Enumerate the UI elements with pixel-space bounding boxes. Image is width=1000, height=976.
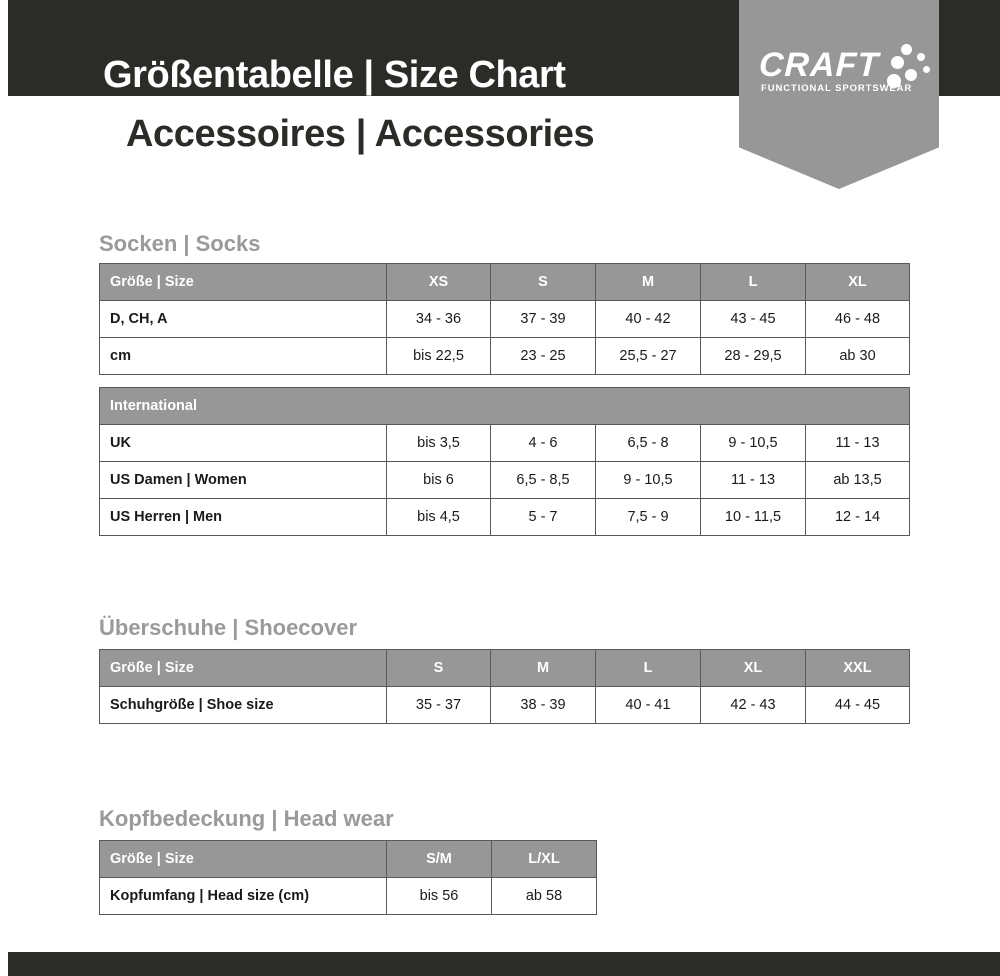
column-header-xxl: XXL — [805, 649, 910, 687]
page-title: Größentabelle | Size Chart — [103, 54, 566, 96]
cell-value: 46 - 48 — [805, 300, 910, 338]
table-row: D, CH, A 34 - 36 37 - 39 40 - 42 43 - 45… — [99, 300, 910, 338]
table-header-row: Größe | Size S M L XL XXL — [99, 649, 910, 687]
cell-value: bis 56 — [386, 877, 492, 915]
cell-value: bis 6 — [386, 461, 491, 499]
row-label: Kopfumfang | Head size (cm) — [99, 877, 387, 915]
table-header-row: Größe | Size XS S M L XL — [99, 263, 910, 301]
column-header-sm: S/M — [386, 840, 492, 878]
table-row: Schuhgröße | Shoe size 35 - 37 38 - 39 4… — [99, 686, 910, 724]
column-header-m: M — [490, 649, 596, 687]
column-header-lxl: L/XL — [491, 840, 597, 878]
cell-value: 40 - 41 — [595, 686, 701, 724]
cell-value: bis 22,5 — [386, 337, 491, 375]
column-header-s: S — [386, 649, 491, 687]
column-header-xl: XL — [700, 649, 806, 687]
cell-value: 25,5 - 27 — [595, 337, 701, 375]
cell-value: ab 58 — [491, 877, 597, 915]
cell-value: 11 - 13 — [804, 424, 911, 462]
cell-value: 5 - 7 — [490, 498, 596, 536]
cell-value: bis 3,5 — [386, 424, 491, 462]
craft-logo-banner: CRAFT FUNCTIONAL SPORTSWEAR — [739, 0, 939, 189]
cell-value: 38 - 39 — [490, 686, 596, 724]
cell-value: ab 30 — [805, 337, 910, 375]
cell-value: bis 4,5 — [386, 498, 491, 536]
cell-value: 28 - 29,5 — [700, 337, 806, 375]
cell-value: 37 - 39 — [490, 300, 596, 338]
table-row: US Herren | Men bis 4,5 5 - 7 7,5 - 9 10… — [99, 498, 911, 536]
section-heading-shoecover: Überschuhe | Shoecover — [99, 615, 358, 640]
row-label: US Herren | Men — [99, 498, 387, 536]
cell-value: 10 - 11,5 — [700, 498, 806, 536]
row-label: US Damen | Women — [99, 461, 387, 499]
table-socks-primary: Größe | Size XS S M L XL D, CH, A 34 - 3… — [99, 263, 910, 375]
cell-value: 6,5 - 8 — [595, 424, 701, 462]
cell-value: 42 - 43 — [700, 686, 806, 724]
cell-value: 34 - 36 — [386, 300, 491, 338]
cell-value: 9 - 10,5 — [595, 461, 701, 499]
table-row: US Damen | Women bis 6 6,5 - 8,5 9 - 10,… — [99, 461, 911, 499]
cell-value: 43 - 45 — [700, 300, 806, 338]
table-shoecover: Größe | Size S M L XL XXL Schuhgröße | S… — [99, 649, 910, 724]
row-label: cm — [99, 337, 387, 375]
table-row: cm bis 22,5 23 - 25 25,5 - 27 28 - 29,5 … — [99, 337, 910, 375]
cell-value: ab 13,5 — [804, 461, 911, 499]
cell-value: 40 - 42 — [595, 300, 701, 338]
table-row: UK bis 3,5 4 - 6 6,5 - 8 9 - 10,5 11 - 1… — [99, 424, 911, 462]
craft-dots-icon — [887, 44, 933, 92]
section-heading-headwear: Kopfbedeckung | Head wear — [99, 806, 394, 831]
column-header-s: S — [490, 263, 596, 301]
column-header-xl: XL — [805, 263, 910, 301]
cell-value: 44 - 45 — [805, 686, 910, 724]
cell-value: 7,5 - 9 — [595, 498, 701, 536]
row-label: D, CH, A — [99, 300, 387, 338]
cell-value: 35 - 37 — [386, 686, 491, 724]
footer-dark-band — [8, 952, 1000, 976]
column-header-xs: XS — [386, 263, 491, 301]
cell-value: 12 - 14 — [804, 498, 911, 536]
table-row: Kopfumfang | Head size (cm) bis 56 ab 58 — [99, 877, 597, 915]
column-header-l: L — [595, 649, 701, 687]
column-header-size-label: Größe | Size — [99, 263, 387, 301]
table-socks-international: International UK bis 3,5 4 - 6 6,5 - 8 9… — [98, 387, 911, 536]
table-headwear: Größe | Size S/M L/XL Kopfumfang | Head … — [99, 840, 597, 915]
craft-tagline: FUNCTIONAL SPORTSWEAR — [761, 83, 913, 94]
row-label: Schuhgröße | Shoe size — [99, 686, 387, 724]
column-header-l: L — [700, 263, 806, 301]
row-label: UK — [99, 424, 387, 462]
column-header-size-label: Größe | Size — [99, 840, 387, 878]
page-subtitle: Accessoires | Accessories — [126, 113, 595, 155]
cell-value: 9 - 10,5 — [700, 424, 806, 462]
cell-value: 4 - 6 — [490, 424, 596, 462]
table-band-row-international: International — [98, 387, 911, 425]
band-label-international: International — [98, 387, 911, 425]
column-header-m: M — [595, 263, 701, 301]
craft-wordmark: CRAFT — [758, 46, 880, 84]
section-heading-socks: Socken | Socks — [99, 231, 261, 256]
cell-value: 6,5 - 8,5 — [490, 461, 596, 499]
cell-value: 11 - 13 — [700, 461, 806, 499]
cell-value: 23 - 25 — [490, 337, 596, 375]
column-header-size-label: Größe | Size — [99, 649, 387, 687]
table-header-row: Größe | Size S/M L/XL — [99, 840, 597, 878]
